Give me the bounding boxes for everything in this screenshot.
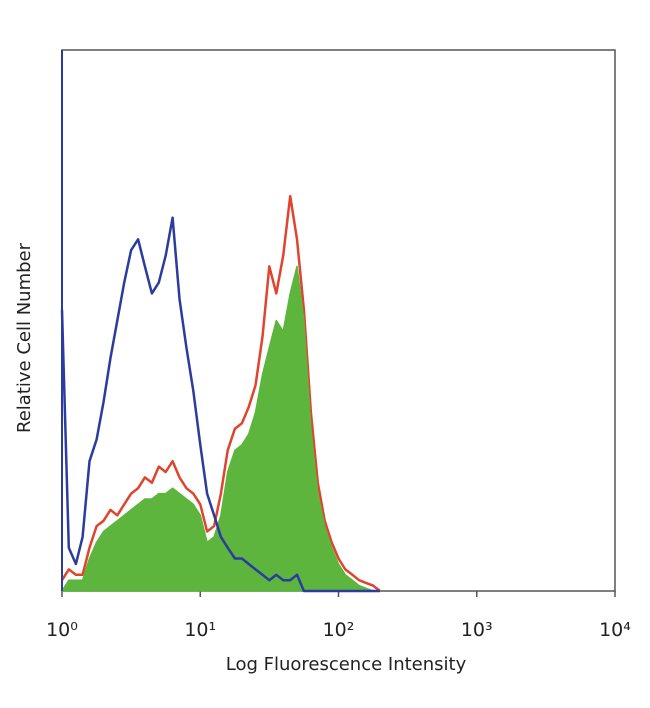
x-tick-label: 10⁰ [46,619,78,641]
x-axis-label: Log Fluorescence Intensity [226,654,467,675]
x-tick-label: 10² [323,619,355,641]
y-axis-label: Relative Cell Number [14,242,35,433]
x-tick-label: 10³ [461,619,493,641]
histogram-line [60,194,381,592]
x-tick-label: 10⁴ [599,619,631,641]
histogram-area [61,265,381,592]
x-tick-label: 10¹ [184,619,216,641]
histogram-line [60,216,381,593]
